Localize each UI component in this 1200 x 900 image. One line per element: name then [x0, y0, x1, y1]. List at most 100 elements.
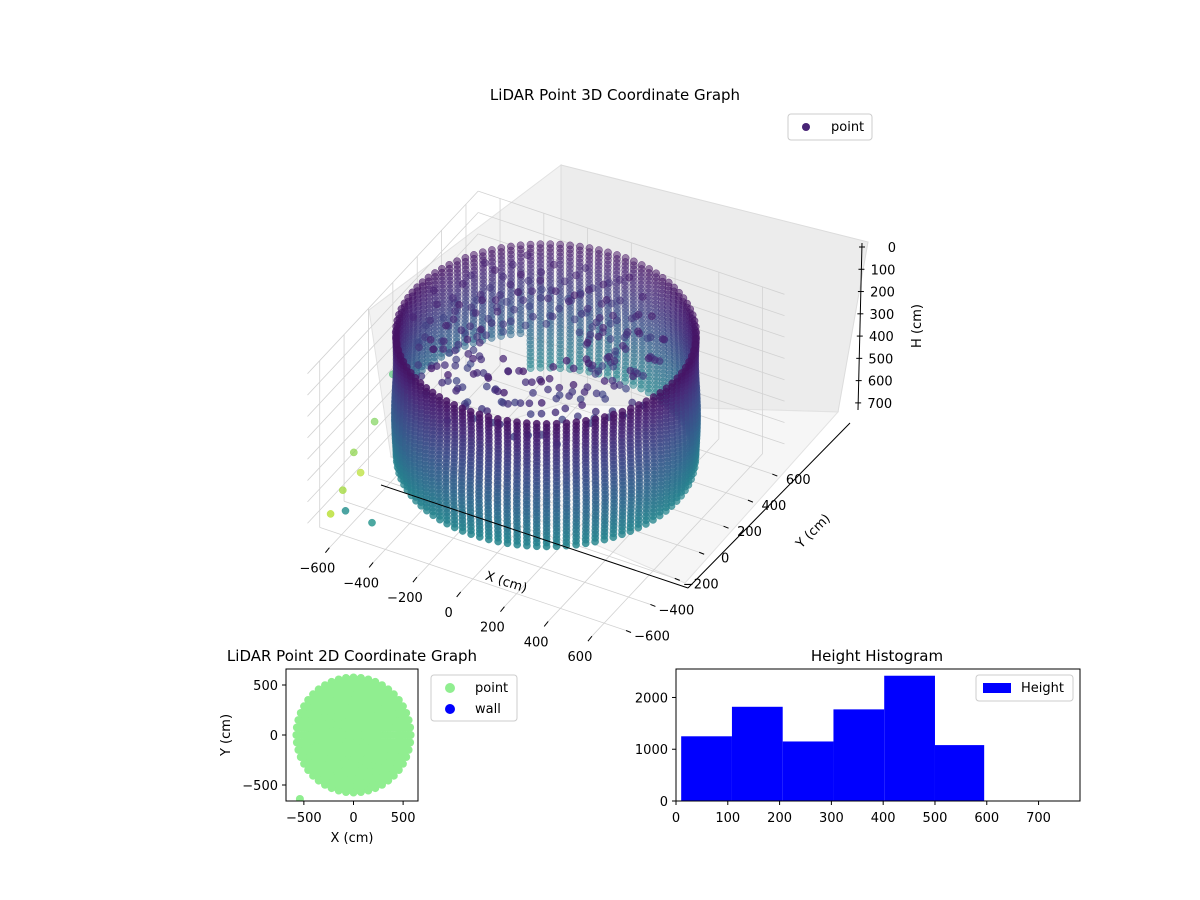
lidar-point-3d	[525, 399, 534, 408]
lidar-point-3d	[444, 371, 452, 379]
lidar-point-3d	[544, 294, 552, 303]
lidar-point-2d	[364, 786, 373, 795]
lidar-point-3d	[368, 518, 376, 527]
y-tick-label-3d: −600	[634, 630, 670, 645]
lidar-point-3d	[438, 292, 447, 300]
lidar-point-3d	[475, 410, 484, 419]
lidar-point-3d	[594, 273, 603, 282]
lidar-point-3d	[463, 364, 472, 372]
lidar-point-3d	[591, 407, 600, 416]
lidar-point-3d	[542, 501, 551, 510]
lidar-point-3d	[570, 291, 579, 300]
y-tick-label-3d: 0	[721, 551, 729, 566]
lidar-point-3d	[622, 384, 630, 393]
lidar-point-2d	[334, 786, 343, 795]
lidar-point-3d	[477, 325, 485, 334]
lidar-point-3d	[426, 335, 435, 344]
lidar-point-3d	[637, 384, 646, 393]
y-tick-label-3d: −200	[683, 577, 719, 592]
x-tick-label-3d: 200	[480, 621, 505, 636]
lidar-point-3d	[439, 337, 448, 346]
lidar-point-3d	[569, 380, 578, 389]
x-tick-label-histogram: 500	[923, 811, 948, 826]
lidar-point-3d	[451, 307, 459, 315]
lidar-point-3d	[341, 506, 350, 515]
lidar-point-3d	[469, 370, 478, 378]
lidar-point-3d	[562, 419, 571, 427]
lidar-point-3d	[512, 499, 521, 508]
lidar-point-3d	[487, 319, 496, 327]
lidar-point-2d	[371, 677, 380, 686]
legend-3d: point	[787, 113, 873, 141]
x-axis-label-2d: X (cm)	[331, 831, 374, 846]
lidar-point-3d	[370, 417, 379, 426]
lidar-point-3d	[466, 488, 475, 497]
lidar-point-3d	[584, 359, 593, 368]
lidar-point-3d	[583, 338, 592, 347]
lidar-point-3d	[627, 485, 636, 494]
lidar-point-3d	[556, 268, 565, 276]
lidar-point-3d	[629, 381, 638, 389]
lidar-point-3d	[493, 415, 502, 423]
lidar-point-3d	[493, 307, 502, 316]
scatter-3d-points	[326, 240, 702, 551]
lidar-point-3d	[422, 321, 430, 330]
grid-line-left-z	[307, 212, 479, 396]
lidar-point-3d	[439, 345, 447, 353]
lidar-point-3d	[562, 500, 571, 509]
lidar-point-3d	[503, 416, 512, 425]
lidar-point-3d	[542, 420, 551, 428]
z-tick-label-3d: 700	[867, 397, 892, 412]
lidar-point-3d	[536, 363, 545, 372]
x-tick-label-histogram: 300	[819, 811, 844, 826]
lidar-point-3d	[551, 287, 560, 296]
lidar-point-3d	[411, 374, 420, 382]
lidar-point-3d	[651, 296, 660, 305]
lidar-point-3d	[552, 419, 561, 428]
legend-2d-point-marker	[445, 683, 455, 693]
lidar-point-3d	[552, 394, 561, 403]
lidar-point-3d	[457, 326, 466, 335]
lidar-point-3d	[644, 354, 653, 363]
lidar-point-3d	[454, 340, 463, 349]
lidar-point-3d	[429, 345, 437, 354]
histogram-bars	[681, 675, 985, 801]
lidar-point-3d	[521, 321, 530, 330]
lidar-point-3d	[564, 297, 573, 306]
plot-2d-title: LiDAR Point 2D Coordinate Graph	[227, 647, 477, 665]
x-tick-label-3d: 600	[568, 650, 593, 665]
y-tick-label-histogram: 0	[660, 795, 668, 810]
lidar-point-3d	[526, 364, 535, 372]
lidar-point-3d	[439, 313, 448, 322]
lidar-point-3d	[610, 491, 618, 500]
lidar-point-3d	[648, 312, 656, 321]
x-axis-label-3d: X (cm)	[483, 569, 529, 597]
lidar-point-3d	[595, 314, 604, 322]
lidar-point-3d	[634, 310, 643, 319]
z-tick-label-3d: 100	[871, 263, 896, 278]
x-tick-label-histogram: 600	[974, 811, 999, 826]
lidar-point-3d	[546, 267, 555, 276]
plot-3d: LiDAR Point 3D Coordinate Graph −600 −400…	[300, 86, 925, 665]
lidar-point-3d	[415, 343, 423, 352]
lidar-point-3d	[442, 397, 451, 405]
legend-3d-marker	[802, 123, 810, 131]
histogram-bar	[884, 675, 935, 801]
lidar-point-2d	[296, 753, 305, 761]
lidar-point-2d	[404, 745, 413, 754]
lidar-point-3d	[484, 494, 492, 503]
lidar-point-3d	[537, 409, 546, 418]
lidar-point-3d	[575, 328, 584, 337]
lidar-point-3d	[506, 280, 515, 289]
lidar-point-3d	[409, 313, 417, 321]
lidar-point-3d	[466, 322, 474, 331]
lidar-point-3d	[551, 408, 560, 417]
lidar-point-3d	[662, 384, 671, 393]
lidar-point-3d	[426, 316, 435, 325]
lidar-point-3d	[506, 330, 515, 339]
lidar-point-3d	[594, 332, 603, 341]
lidar-point-3d	[475, 491, 483, 500]
lidar-point-2d	[398, 759, 407, 768]
lidar-point-3d	[504, 400, 512, 408]
lidar-point-3d	[649, 393, 658, 401]
